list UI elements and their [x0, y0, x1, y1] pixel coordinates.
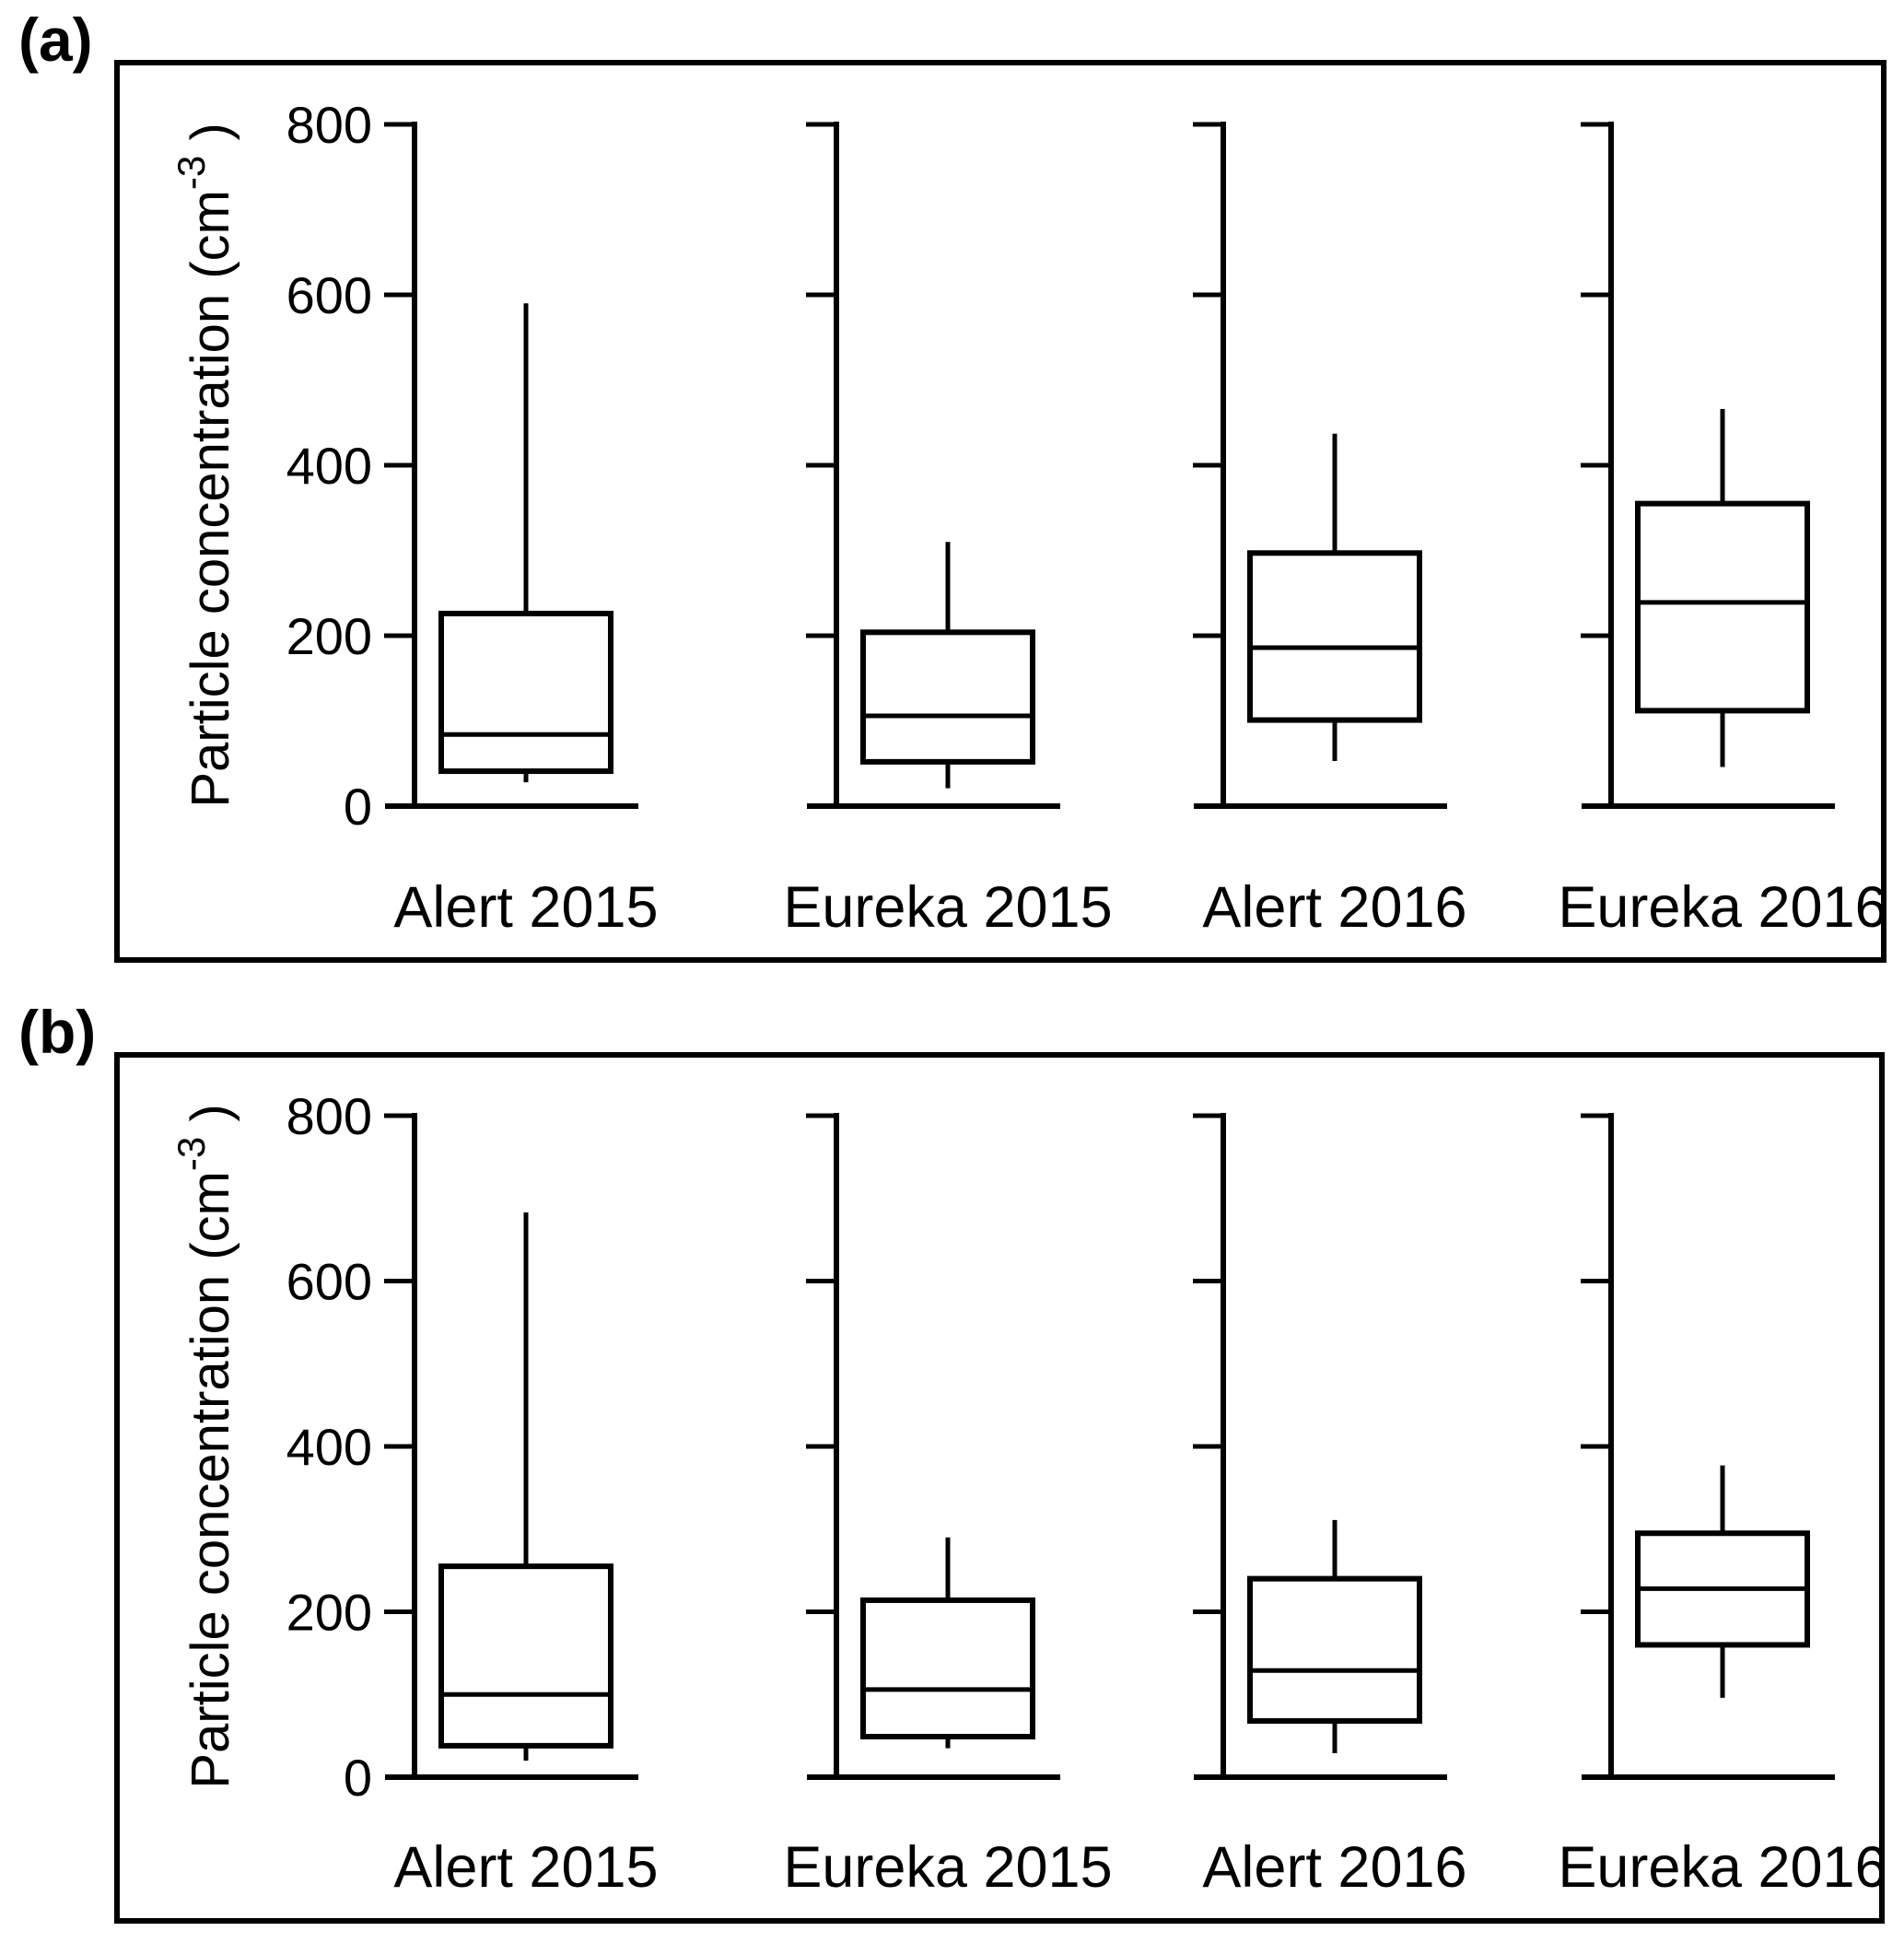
subplot-a-alert-2015: 0 200 400 600 800 Alert 2015 — [286, 96, 659, 940]
category-label-eureka-2015: Eureka 2015 — [783, 875, 1112, 940]
y-axis-title-a-main: Particle concentration (cm — [181, 190, 240, 807]
box-eureka-2015 — [860, 1597, 1035, 1740]
y-tick-label: 400 — [286, 437, 372, 495]
box-eureka-2015 — [860, 629, 1035, 765]
y-axis-title-a: Particle concentration (cm-3 ) — [169, 123, 240, 807]
box-eureka-2016 — [1635, 500, 1810, 714]
y-axis-title-b-superscript: -3 — [169, 1137, 213, 1171]
box-alert-2015 — [438, 1563, 613, 1749]
panel-a-plots: 0 200 400 600 800 Alert 2015 Eureka 2015 Alert … — [286, 96, 1887, 940]
y-axis-title-b-close: ) — [181, 1104, 240, 1136]
category-label-alert-2016: Alert 2016 — [1202, 1835, 1466, 1900]
y-tick-label: 600 — [286, 1253, 372, 1311]
box-alert-2015 — [438, 610, 613, 775]
box-alert-2016 — [1247, 550, 1422, 723]
panel-b-border — [114, 1052, 1885, 1924]
y-axis-title-a-superscript: -3 — [169, 156, 213, 190]
category-label-eureka-2016: Eureka 2016 — [1558, 875, 1886, 940]
subplot-a-eureka-2015: Eureka 2015 — [783, 122, 1113, 940]
y-tick-label: 800 — [286, 1087, 372, 1145]
y-tick-label: 200 — [286, 1584, 372, 1642]
subplot-b-alert-2015: 0 200 400 600 800 Alert 2015 — [286, 1087, 659, 1900]
category-label-eureka-2016: Eureka 2016 — [1558, 1835, 1886, 1900]
box-alert-2016 — [1247, 1575, 1422, 1724]
y-axis-title-b: Particle concentration (cm-3 ) — [169, 1104, 240, 1788]
subplot-a-alert-2016: Alert 2016 — [1193, 122, 1467, 940]
y-tick-label: 0 — [344, 778, 372, 836]
y-axis-title-a-close: ) — [181, 123, 240, 155]
panel-a-border — [114, 60, 1886, 963]
panel-b-letter: (b) — [18, 998, 96, 1066]
panel-a-letter: (a) — [18, 6, 93, 74]
y-axis-title-b-main: Particle concentration (cm — [181, 1171, 240, 1788]
subplot-b-eureka-2016: Eureka 2016 — [1558, 1113, 1887, 1900]
category-label-alert-2016: Alert 2016 — [1202, 875, 1466, 940]
subplot-b-alert-2016: Alert 2016 — [1193, 1113, 1467, 1900]
category-label-alert-2015: Alert 2015 — [393, 1835, 658, 1900]
panel-b-plots: 0 200 400 600 800 Alert 2015 Eureka 2015 Alert … — [286, 1087, 1887, 1900]
y-tick-label: 400 — [286, 1418, 372, 1476]
subplot-b-eureka-2015: Eureka 2015 — [783, 1113, 1113, 1900]
y-tick-label: 200 — [286, 607, 372, 665]
category-label-alert-2015: Alert 2015 — [393, 875, 658, 940]
y-tick-label: 800 — [286, 96, 372, 154]
y-tick-label: 0 — [344, 1749, 372, 1807]
y-tick-label: 600 — [286, 266, 372, 324]
category-label-eureka-2015: Eureka 2015 — [783, 1835, 1112, 1900]
subplot-a-eureka-2016: Eureka 2016 — [1558, 122, 1887, 940]
